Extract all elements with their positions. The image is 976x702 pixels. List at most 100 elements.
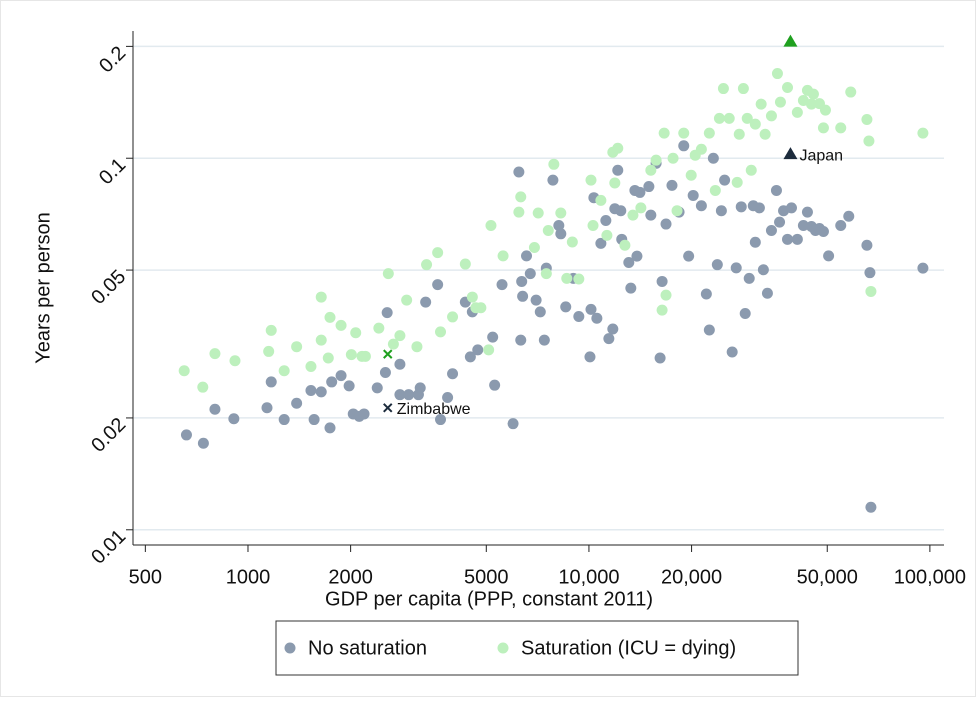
point [782, 233, 794, 245]
point [382, 268, 394, 280]
point [548, 158, 560, 170]
point [635, 202, 647, 214]
point [540, 268, 552, 280]
point [403, 389, 415, 401]
point [656, 275, 668, 287]
legend-label: No saturation [308, 637, 427, 659]
x-axis-title: GDP per capita (PPP, constant 2011) [325, 588, 653, 610]
point [623, 257, 635, 269]
point [420, 296, 432, 308]
point [713, 112, 725, 124]
point [743, 272, 755, 284]
point [863, 135, 875, 147]
point [324, 311, 336, 323]
point [435, 414, 447, 426]
point [749, 236, 761, 248]
point [761, 287, 773, 299]
point [345, 349, 357, 361]
point [228, 413, 240, 425]
point [432, 247, 444, 259]
point [645, 164, 657, 176]
point [737, 83, 749, 95]
point [308, 414, 320, 426]
legend [275, 620, 799, 676]
point [515, 191, 527, 203]
point [917, 262, 929, 274]
point [741, 112, 753, 124]
point [566, 236, 578, 248]
x-tick-label: 100,000 [894, 566, 966, 588]
point [350, 327, 362, 339]
point [265, 376, 277, 388]
point [315, 291, 327, 303]
point [774, 96, 786, 108]
point [835, 122, 847, 134]
point [717, 83, 729, 95]
point [771, 68, 783, 80]
point [587, 220, 599, 232]
point [532, 207, 544, 219]
highlight-marker [783, 34, 798, 47]
point [656, 304, 668, 316]
point [817, 122, 829, 134]
point [723, 112, 735, 124]
point [726, 346, 738, 358]
point [278, 365, 290, 377]
x-tick-label: 10,000 [558, 566, 619, 588]
point [835, 220, 847, 232]
point [263, 345, 275, 357]
point [627, 209, 639, 221]
point [765, 110, 777, 122]
point [807, 88, 819, 100]
point [709, 184, 721, 196]
point [371, 382, 383, 394]
point [496, 279, 508, 291]
point [861, 239, 873, 251]
point [703, 324, 715, 336]
point [497, 250, 509, 262]
x-tick-label: 2000 [328, 566, 373, 588]
point [343, 380, 355, 392]
point [411, 341, 423, 353]
point [584, 351, 596, 363]
x-tick-label: 5000 [464, 566, 509, 588]
point [394, 358, 406, 370]
x-tick-label: 1000 [226, 566, 271, 588]
point [507, 418, 519, 430]
point [305, 361, 317, 373]
point [432, 279, 444, 291]
point [547, 174, 559, 186]
point [733, 128, 745, 140]
point [209, 403, 221, 415]
point [517, 290, 529, 302]
point [442, 391, 454, 403]
point [513, 206, 525, 218]
point [700, 288, 712, 300]
point [261, 402, 273, 414]
point [823, 250, 835, 262]
point [671, 205, 683, 217]
legend-marker [497, 642, 509, 654]
point [687, 189, 699, 201]
point [660, 218, 672, 230]
point [485, 220, 497, 232]
highlight-marker [783, 147, 798, 160]
point [530, 294, 542, 306]
point [782, 82, 794, 94]
point [631, 250, 643, 262]
y-axis-title: Years per person [32, 212, 54, 364]
point [379, 367, 391, 379]
point [619, 239, 631, 251]
point [683, 250, 695, 262]
point [373, 322, 385, 334]
point [265, 324, 277, 336]
point [609, 177, 621, 189]
point [719, 174, 731, 186]
point [595, 237, 607, 249]
point [695, 143, 707, 155]
point [394, 330, 406, 342]
point [560, 301, 572, 313]
point [660, 289, 672, 301]
point [615, 205, 627, 217]
point [197, 381, 209, 393]
